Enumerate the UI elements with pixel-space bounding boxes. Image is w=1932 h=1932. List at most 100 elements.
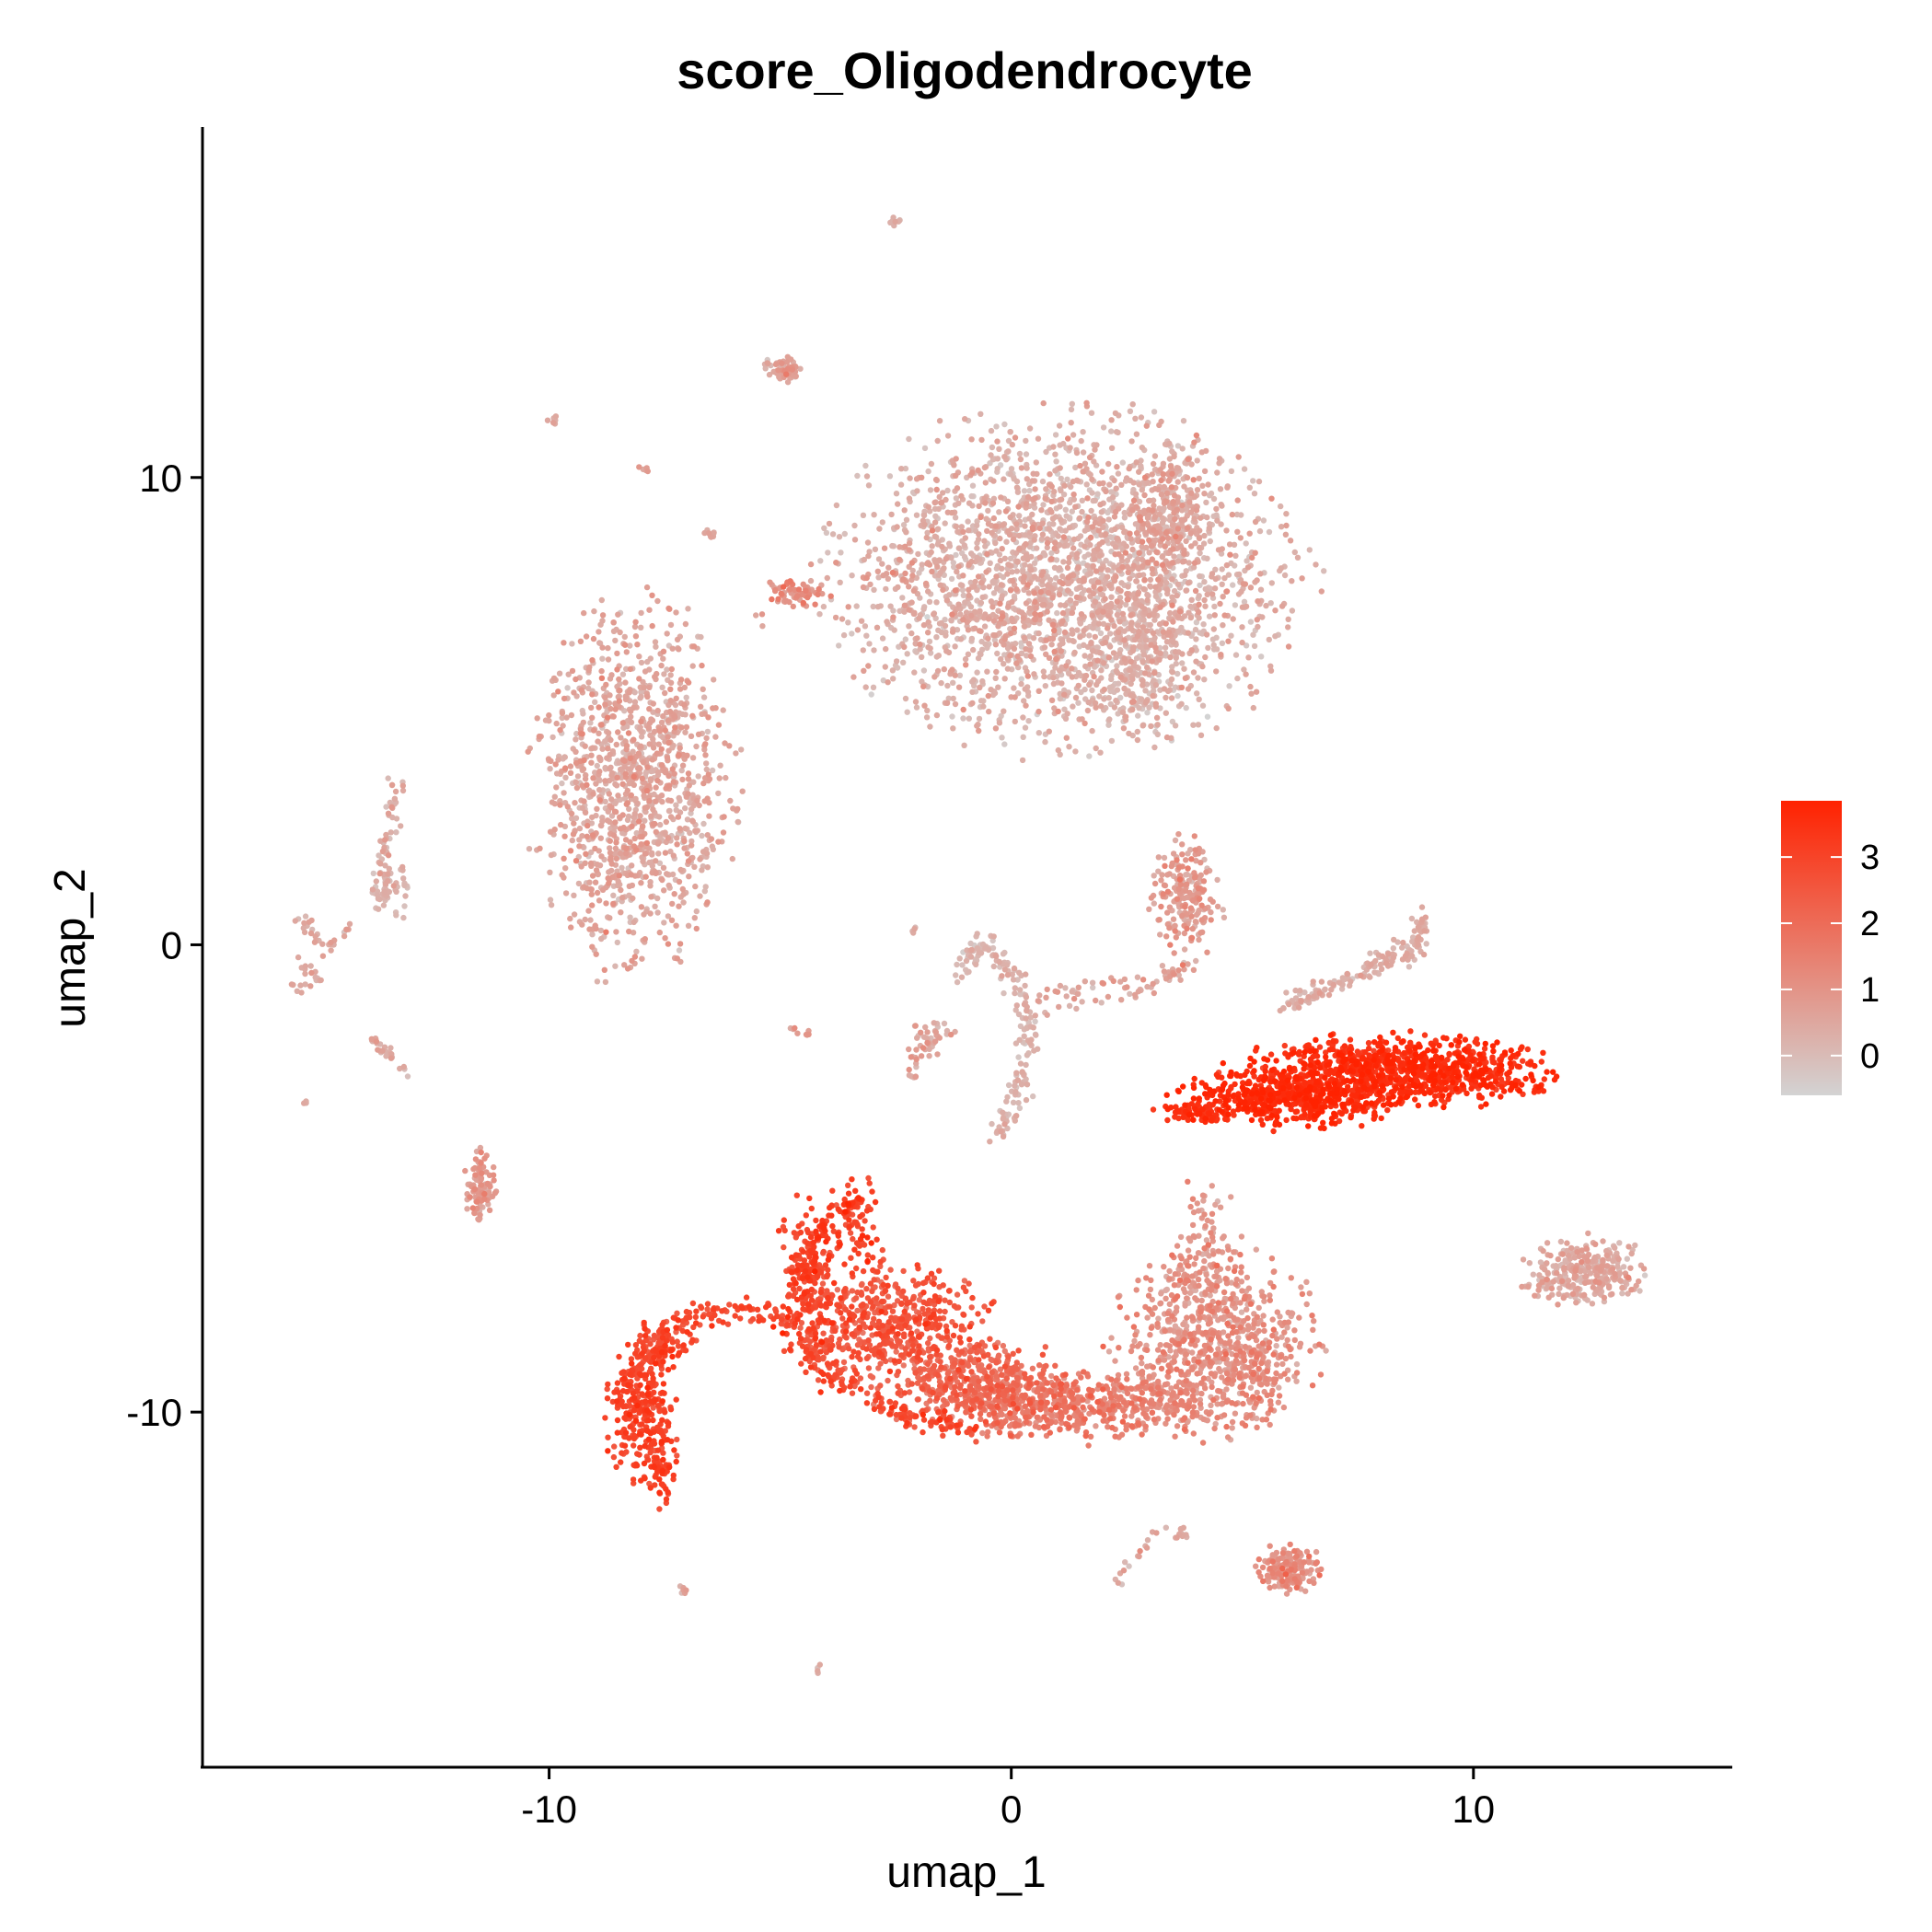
cell-point	[1081, 575, 1087, 582]
cell-point	[1619, 1284, 1625, 1291]
cell-point	[661, 671, 667, 677]
cell-point	[902, 636, 908, 642]
cell-point	[1057, 982, 1064, 989]
cell-point	[953, 495, 960, 502]
cell-point	[699, 867, 705, 873]
cell-point	[1325, 991, 1333, 999]
cell-point	[1069, 989, 1075, 995]
cell-point	[1036, 554, 1044, 561]
cell-point	[1035, 630, 1042, 637]
cell-point	[1055, 746, 1062, 754]
cell-point	[1204, 591, 1210, 597]
cell-point	[1007, 471, 1014, 478]
cell-point	[1105, 567, 1111, 573]
cell-point	[950, 679, 956, 686]
cell-point	[1032, 1018, 1038, 1025]
cell-point	[978, 579, 985, 586]
cell-point	[967, 604, 975, 610]
cell-point	[670, 852, 677, 859]
cell-point	[1086, 632, 1093, 639]
cell-point	[641, 684, 647, 691]
cell-point	[992, 675, 999, 681]
cell-point	[1193, 658, 1199, 665]
cell-point	[968, 436, 975, 443]
cell-point	[996, 720, 1003, 726]
cell-point	[1033, 459, 1040, 466]
cell-point	[1223, 561, 1231, 569]
cell-point	[1106, 643, 1114, 650]
cell-point	[926, 598, 933, 605]
cell-point	[1187, 614, 1195, 621]
cell-point	[943, 555, 950, 562]
cell-point	[646, 607, 653, 613]
cell-point	[1088, 640, 1094, 647]
cell-point	[1178, 700, 1185, 707]
cell-point	[1052, 451, 1059, 457]
cell-point	[1260, 517, 1267, 524]
cell-point	[1009, 615, 1015, 622]
cell-point	[1005, 437, 1012, 445]
cell-point	[925, 503, 931, 510]
cell-point	[586, 664, 593, 671]
cell-point	[1181, 665, 1187, 672]
cell-point	[1060, 559, 1067, 565]
cell-point	[1272, 633, 1278, 640]
cell-point	[990, 590, 998, 596]
cell-point	[1010, 1099, 1017, 1106]
cell-point	[1013, 484, 1021, 491]
cell-point	[1102, 639, 1109, 646]
cell-point	[990, 478, 997, 484]
cell-point	[605, 644, 611, 652]
cell-point	[612, 963, 619, 969]
cell-point	[1024, 465, 1030, 471]
cell-point	[1059, 680, 1065, 687]
cell-point	[1064, 587, 1071, 594]
cell-point	[1023, 1061, 1029, 1069]
cell-point	[1118, 997, 1125, 1003]
cell-point	[945, 695, 952, 701]
cell-point	[961, 553, 968, 561]
cell-point	[1011, 645, 1018, 652]
cell-point	[981, 538, 988, 544]
cell-point	[1053, 458, 1059, 465]
cell-point	[1105, 460, 1112, 468]
cell-point	[1590, 1258, 1596, 1265]
cell-point	[1106, 631, 1114, 637]
cell-point	[727, 797, 734, 804]
cell-point	[1156, 656, 1163, 663]
cell-point	[1062, 506, 1070, 513]
cell-point	[1123, 601, 1129, 607]
cell-point	[1136, 642, 1143, 650]
cell-point	[1263, 602, 1269, 609]
cell-point	[1163, 639, 1171, 645]
cell-point	[547, 869, 553, 875]
cell-point	[839, 616, 846, 622]
cell-point	[1151, 453, 1159, 459]
cell-point	[1223, 527, 1230, 534]
cell-point	[992, 642, 1000, 648]
cell-point	[1040, 502, 1047, 508]
cell-point	[1172, 649, 1179, 655]
cell-point	[1100, 517, 1106, 525]
cell-point	[1127, 990, 1133, 998]
cell-point	[1007, 626, 1013, 632]
cell-point	[1174, 1534, 1180, 1541]
cell-point	[681, 845, 688, 851]
cell-point	[1093, 644, 1100, 651]
cell-point	[398, 823, 404, 829]
cell-point	[966, 527, 972, 534]
cell-point	[978, 599, 985, 607]
cell-point	[1078, 437, 1084, 445]
cell-point	[1185, 580, 1192, 586]
cell-point	[328, 947, 334, 954]
cell-point	[952, 515, 959, 521]
cell-point	[1041, 644, 1048, 651]
cell-point	[1220, 594, 1226, 600]
cell-point	[898, 466, 905, 472]
cell-point	[870, 684, 877, 690]
cell-point	[999, 735, 1005, 741]
cell-point	[553, 720, 560, 727]
cell-point	[824, 574, 830, 582]
cell-point	[1311, 993, 1317, 1000]
cell-point	[652, 903, 658, 909]
